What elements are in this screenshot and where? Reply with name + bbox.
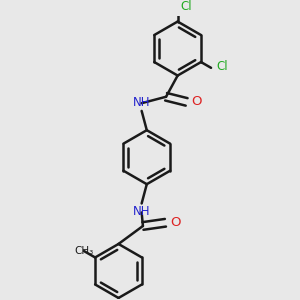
Text: O: O [170,216,180,229]
Text: NH: NH [133,206,150,218]
Text: Cl: Cl [180,0,192,13]
Text: CH₃: CH₃ [74,246,94,256]
Text: NH: NH [133,96,150,109]
Text: Cl: Cl [216,60,228,73]
Text: O: O [191,95,202,108]
